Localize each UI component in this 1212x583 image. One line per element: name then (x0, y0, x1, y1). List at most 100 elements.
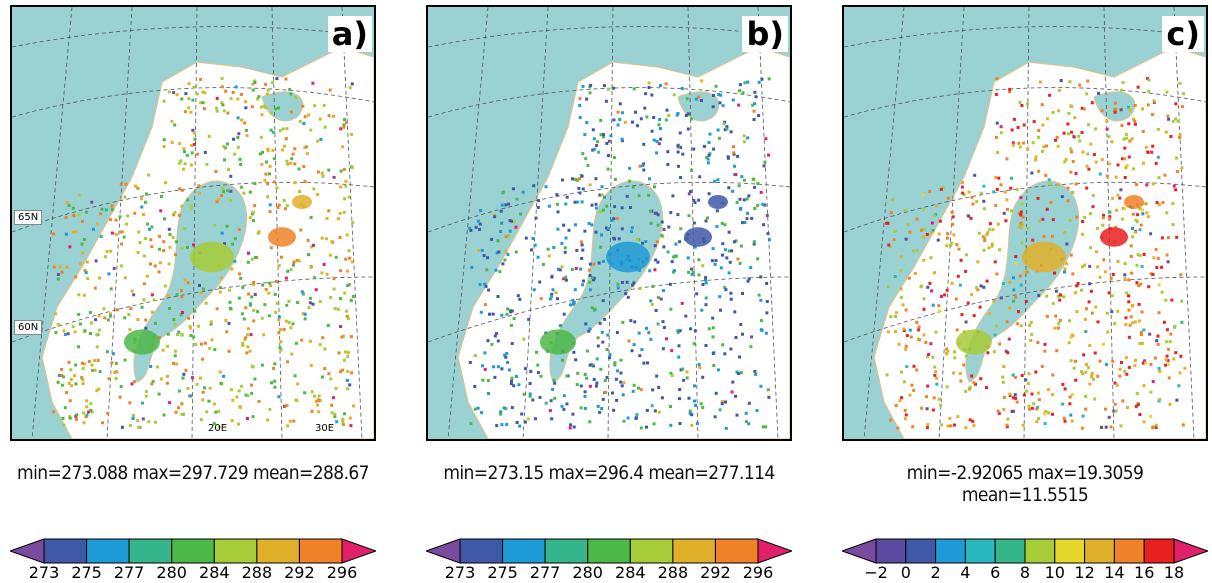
field-pixel (657, 410, 661, 414)
field-pixel (1017, 310, 1020, 314)
field-pixel (1005, 320, 1009, 324)
field-pixel (344, 184, 348, 188)
field-pixel (1155, 266, 1159, 269)
field-pixel (534, 417, 537, 421)
field-pixel (346, 369, 350, 373)
field-pixel (334, 387, 338, 390)
field-pixel (694, 97, 698, 101)
field-pixel (747, 422, 751, 426)
field-pixel (648, 269, 652, 273)
field-pixel (225, 330, 229, 334)
field-pixel (646, 361, 649, 365)
field-pixel (256, 310, 260, 314)
graticule-line (428, 181, 790, 233)
field-pixel (1083, 216, 1087, 220)
field-pixel (1080, 106, 1084, 110)
field-pixel (1165, 354, 1169, 358)
colorbar-over-arrow (341, 538, 376, 564)
field-pixel (657, 296, 660, 300)
lon-label-20e: 20E (208, 423, 228, 434)
field-pixel (893, 275, 897, 278)
field-pixel (337, 351, 341, 355)
colorbar-segment (1024, 538, 1056, 564)
field-pixel (510, 379, 513, 383)
field-pixel (1165, 90, 1169, 94)
field-pixel (127, 313, 131, 317)
field-pixel (1024, 299, 1028, 303)
field-pixel (334, 255, 338, 259)
field-pixel (137, 425, 141, 429)
field-pixel (220, 77, 224, 80)
field-pixel (278, 129, 282, 132)
field-pixel (1178, 371, 1182, 375)
field-pixel (1080, 370, 1083, 374)
field-pixel (248, 216, 252, 220)
field-pixel (204, 301, 208, 305)
field-pixel (1014, 255, 1018, 259)
field-pixel (563, 250, 567, 254)
field-pixel (323, 367, 327, 371)
field-pixel (645, 326, 648, 330)
field-pixel (1037, 129, 1041, 132)
panel-label: c) (1162, 16, 1204, 52)
field-pixel (750, 216, 754, 220)
field-pixel (1128, 108, 1132, 112)
field-pixel (253, 293, 257, 296)
field-pixel (225, 224, 229, 228)
field-pixel (985, 386, 988, 389)
lake-field (684, 227, 712, 247)
field-pixel (130, 382, 134, 386)
field-pixel (347, 195, 351, 199)
field-pixel (170, 119, 174, 123)
field-pixel (712, 94, 715, 97)
field-pixel (1043, 349, 1047, 353)
field-pixel (1116, 260, 1120, 263)
lake-field (540, 329, 576, 355)
field-pixel (716, 128, 720, 132)
field-pixel (948, 244, 952, 248)
field-pixel (165, 381, 169, 385)
field-pixel (60, 270, 64, 274)
field-pixel (554, 291, 558, 295)
field-pixel (257, 399, 261, 403)
field-pixel (251, 88, 255, 92)
field-pixel (1147, 89, 1151, 93)
field-pixel (309, 265, 313, 269)
colorbar-tick-label: 292 (700, 563, 731, 582)
field-pixel (934, 370, 938, 373)
graticule-line (607, 7, 614, 439)
field-pixel (982, 285, 986, 289)
field-pixel (343, 412, 346, 416)
field-pixel (499, 230, 503, 233)
field-pixel (487, 379, 490, 383)
colorbar-segment (128, 538, 173, 564)
field-pixel (620, 384, 624, 388)
colorbar-under-arrow (842, 538, 877, 564)
field-pixel (701, 283, 705, 286)
field-pixel (964, 320, 968, 324)
field-pixel (1111, 273, 1115, 276)
field-pixel (999, 183, 1003, 187)
lake-field (1022, 241, 1066, 273)
field-pixel (725, 256, 729, 260)
field-pixel (240, 118, 244, 122)
field-pixel (753, 185, 757, 189)
field-pixel (170, 140, 174, 144)
graticule-line (428, 26, 790, 48)
field-pixel (562, 407, 566, 411)
field-pixel (562, 394, 566, 398)
field-pixel (695, 422, 699, 425)
field-pixel (168, 233, 172, 236)
field-pixel (904, 237, 908, 241)
field-pixel (580, 174, 584, 178)
field-pixel (102, 307, 106, 311)
field-pixel (569, 303, 572, 307)
field-pixel (303, 146, 307, 150)
field-pixel (599, 133, 603, 137)
field-pixel (110, 361, 114, 365)
field-pixel (1030, 332, 1034, 336)
field-pixel (674, 242, 678, 246)
colorbar-tick-label: 288 (657, 563, 689, 582)
field-pixel (1031, 238, 1035, 242)
field-pixel (1015, 187, 1019, 191)
